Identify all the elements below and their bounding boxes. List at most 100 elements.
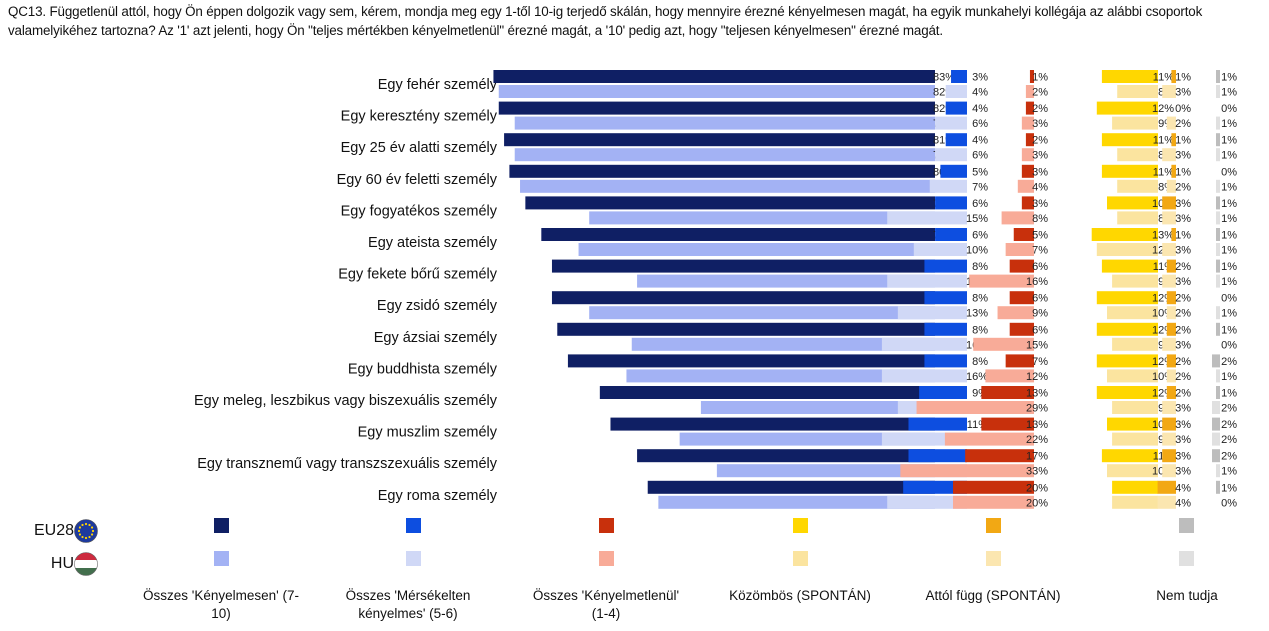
data-label: 3% (1175, 245, 1191, 257)
data-label: 7% (1032, 356, 1048, 368)
bar-segment (1212, 401, 1220, 414)
data-label: 29% (1026, 403, 1048, 415)
data-label: 5% (1032, 230, 1048, 242)
data-label: 0% (1221, 497, 1237, 509)
bar-segment (1021, 196, 1034, 210)
data-label: 13% (966, 308, 988, 320)
bar-segment (897, 306, 967, 320)
data-label: 1% (1221, 230, 1237, 242)
data-label: 6% (1032, 261, 1048, 273)
bar-segment (945, 133, 967, 147)
bar-segment (1117, 148, 1158, 162)
bar-segment (1025, 85, 1034, 98)
bar-segment (610, 417, 935, 431)
data-label: 8% (972, 356, 988, 368)
data-label: 8% (972, 261, 988, 273)
data-label: 2% (1032, 87, 1048, 99)
data-label: 0% (1175, 103, 1191, 115)
data-label: 3% (1175, 87, 1191, 99)
legend-swatch (406, 551, 421, 566)
bar-segment (940, 164, 967, 178)
bar-segment (881, 337, 967, 351)
bar-segment (1162, 85, 1176, 98)
data-label: 0% (1221, 166, 1237, 178)
data-label: 7% (1032, 245, 1048, 257)
data-label: 2% (1032, 135, 1048, 147)
bar-segment (1112, 116, 1158, 130)
bar-segment (973, 337, 1034, 351)
bar-segment (1009, 322, 1034, 336)
data-label: 1% (1221, 245, 1237, 257)
bar-segment (1171, 70, 1176, 83)
bar-segment (1216, 274, 1220, 288)
bar-segment (1096, 354, 1158, 368)
bar-segment (493, 70, 935, 83)
bar-segment (1096, 243, 1158, 256)
legend-swatch (1179, 518, 1194, 533)
bar-segment (1009, 259, 1034, 273)
bar-segment (637, 274, 935, 288)
legend-country-hu: HU (50, 555, 74, 572)
bar-segment (1107, 306, 1158, 320)
bar-segment (1162, 432, 1176, 446)
bar-segment (658, 495, 935, 509)
bar-segment (1162, 464, 1176, 478)
bar-segment (589, 211, 935, 225)
legend-label-dont-know: Nem tudja (1156, 588, 1218, 603)
data-label: 1% (1175, 72, 1191, 84)
data-label: 3% (1175, 213, 1191, 225)
bar-segment (1162, 337, 1176, 351)
data-label: 8% (972, 324, 988, 336)
data-label: 2% (1175, 356, 1191, 368)
data-label: 3% (1175, 419, 1191, 431)
bar-segment (520, 179, 935, 193)
bar-segment (881, 369, 967, 383)
data-label: 1% (1221, 371, 1237, 383)
data-label: 3% (972, 72, 988, 84)
bar-segment (1096, 322, 1158, 336)
bar-segment (1216, 243, 1220, 256)
data-label: 11% (1153, 135, 1174, 147)
data-label: 10% (966, 245, 988, 257)
bar-segment (1005, 354, 1034, 368)
bar-segment (1162, 274, 1176, 288)
data-label: 13% (1026, 388, 1048, 400)
bar-segment (935, 196, 967, 210)
bar-segment (1216, 116, 1220, 130)
bar-segment (916, 401, 1034, 414)
bar-segment (1101, 164, 1158, 178)
data-label: 3% (1175, 434, 1191, 446)
legend-label-uncomfortable: Összes 'Kényelmetlenül' (1-4) (532, 588, 680, 621)
category-label: Egy keresztény személy (341, 109, 498, 125)
legend-swatch (599, 551, 614, 566)
data-label: 3% (1175, 150, 1191, 162)
bar-segment (1216, 196, 1220, 210)
data-label: 0% (1221, 103, 1237, 115)
legend-swatch (793, 551, 808, 566)
data-label: 12% (1026, 371, 1048, 383)
data-label: 6% (1032, 324, 1048, 336)
bar-segment (1101, 259, 1158, 273)
bar-segment (935, 116, 967, 130)
data-label: 2% (1221, 451, 1237, 463)
bar-segment (514, 148, 935, 162)
data-label: 6% (972, 150, 988, 162)
data-label: 3% (1032, 198, 1048, 210)
data-label: 1% (1221, 308, 1237, 320)
bar-segment (1166, 354, 1176, 368)
data-label: 1% (1221, 466, 1237, 478)
legend-label-indifferent: Közömbös (SPONTÁN) (729, 588, 871, 603)
bar-segment (900, 464, 1034, 478)
data-label: 2% (1032, 103, 1048, 115)
bar-segment (1117, 211, 1158, 225)
bar-segment (1117, 179, 1158, 193)
data-label: 1% (1221, 181, 1237, 193)
data-label: 2% (1175, 371, 1191, 383)
data-label: 9% (1032, 308, 1048, 320)
legend-country-eu28: EU28 (34, 522, 75, 539)
bar-segment (1096, 386, 1158, 399)
category-label: Egy meleg, leszbikus vagy biszexuális sz… (194, 393, 498, 409)
bar-segment (953, 480, 1034, 494)
bar-segment (887, 211, 967, 225)
